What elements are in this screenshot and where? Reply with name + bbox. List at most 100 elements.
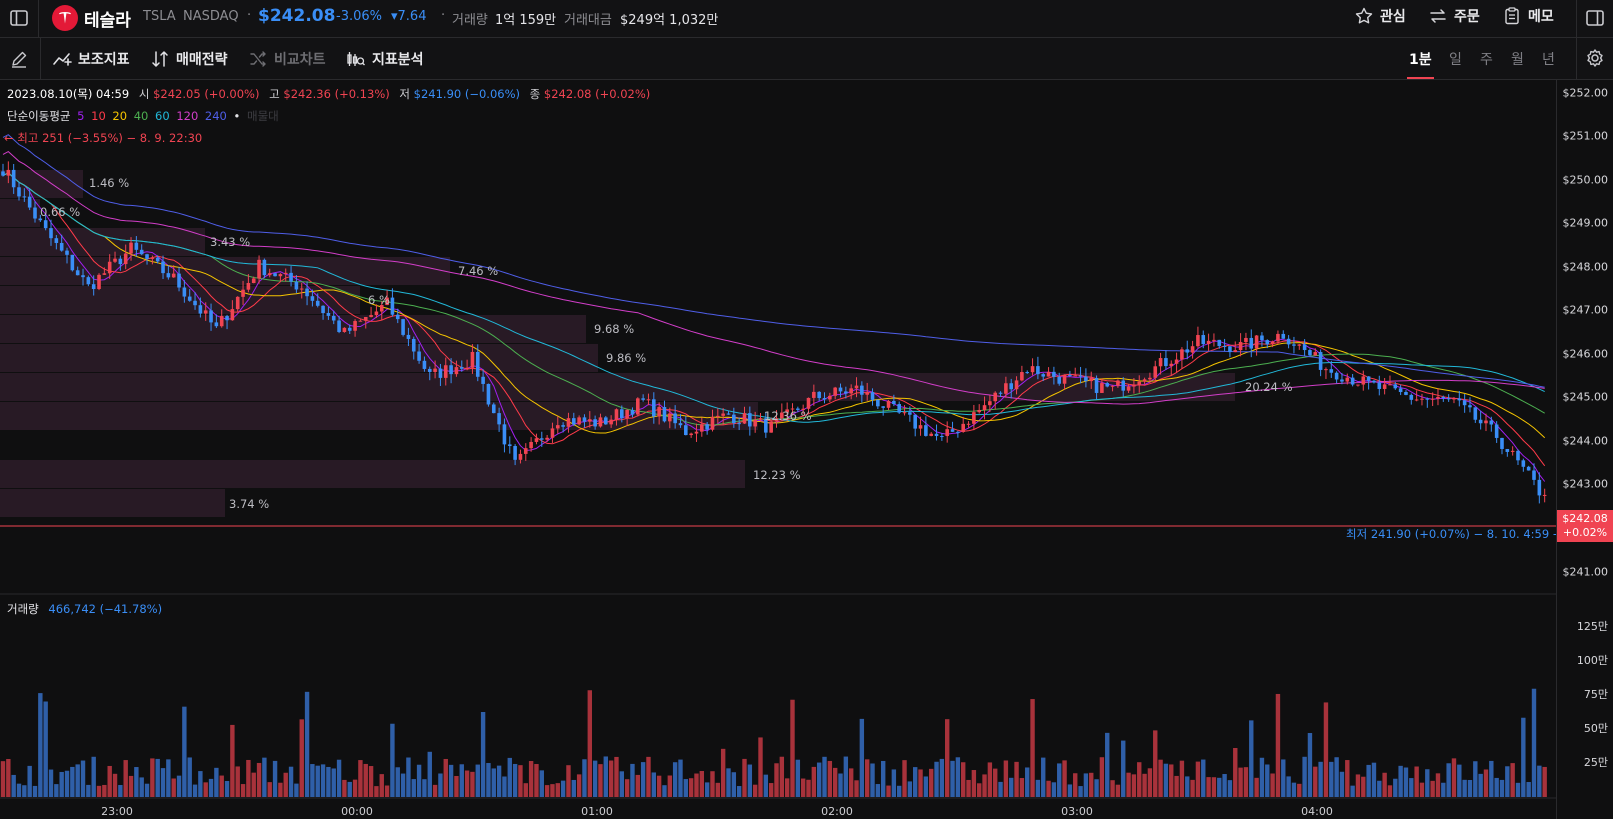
timeframe-day[interactable]: 일 [1449,51,1462,68]
exchange: NASDAQ [183,9,239,24]
volume-bar [379,774,384,797]
timeframe-month[interactable]: 월 [1511,51,1524,68]
price-chart[interactable] [0,79,1556,819]
price-axis[interactable]: $252.00 $251.00 $250.00 $249.00 $248.00 … [1556,79,1613,819]
volume-bar [1259,757,1265,797]
volume-bar [1489,760,1494,797]
candle-body [182,287,187,297]
volume-bar [1227,780,1233,797]
volume-tick: 75만 [1583,688,1608,701]
indicators-button[interactable]: 보조지표 [52,38,130,79]
candle-body [390,297,395,315]
volume-bar [219,775,224,797]
volume-bar [688,778,694,797]
volume-bar [1414,766,1419,797]
volume-bar [182,706,187,797]
volume-bar [694,773,699,797]
volume-bar [208,778,214,797]
timeframe-week[interactable]: 주 [1480,51,1493,68]
candle-body [187,296,192,301]
candle-body [331,315,336,321]
current-price-tag-change: +0.02% [1562,526,1608,539]
order-button[interactable]: 주문 [1428,6,1480,26]
candle-body [11,169,16,188]
candle-body [539,438,544,440]
volume-bar [1371,762,1377,797]
candle-body [1382,384,1387,389]
volume-bar [299,719,304,797]
volume-bar [929,768,934,797]
low-marker: 최저 241.90 (+0.07%) − 8. 10. 4:59 → [1346,527,1563,541]
candle-body [513,446,517,460]
volume-bar [112,773,118,797]
candle-body [1148,377,1152,380]
candle-body [865,392,869,395]
volume-bar [1110,780,1115,797]
candle-body [961,423,966,432]
volume-bar [310,764,315,797]
candle-body [854,385,859,389]
volume-bar [43,701,48,797]
volume-bar [1169,764,1174,797]
volume-tick: 50만 [1583,722,1608,735]
pencil-icon[interactable] [9,49,29,69]
star-icon [1354,6,1374,26]
ma-legend[interactable]: 단순이동평균 5 10 20 40 60 120 240 • 매물대 [7,108,279,124]
volume-bar [736,786,742,797]
ohlc-legend: 2023.08.10(목) 04:59 시 $242.05 (+0.00%) 고… [7,86,650,102]
candle-body [433,368,437,372]
candle-body [497,413,501,425]
right-panel-toggle-icon[interactable] [1585,8,1605,28]
candle-body [758,418,763,420]
volume-bar [987,762,993,797]
candle-body [1233,350,1238,353]
candle-body [1340,379,1344,382]
candle-body [1393,384,1398,389]
volume-bar [1382,772,1387,797]
candle-body [1057,376,1062,384]
price-tick: $245.00 [1562,390,1609,404]
volume-bar [406,757,411,797]
volume-bar [155,758,160,797]
candle-body [1420,398,1424,400]
vp-label: 12.23 % [753,468,801,482]
candle-body [748,413,752,427]
volume-profile-band [0,286,360,314]
candle-body [1249,337,1254,349]
candle-body [161,261,165,274]
candle-body [1542,494,1547,496]
price-tick: $246.00 [1562,347,1609,361]
volume-bar [1483,769,1489,797]
volume-bar [1467,780,1473,797]
volume-bar [1185,776,1190,797]
settings-gear-icon[interactable] [1585,48,1605,68]
watch-button[interactable]: 관심 [1354,6,1406,26]
volume-bar [1057,763,1062,797]
candle-body [401,319,405,335]
strategy-button[interactable]: 매매전략 [150,38,228,79]
compare-chart-button[interactable]: 비교차트 [248,38,326,79]
open-label: 시 [138,87,150,101]
volume-legend-label: 거래량 [7,602,39,616]
volume-bar [438,773,443,797]
volume-profile [0,170,1235,517]
candle-body [902,412,907,414]
volume-bar [1195,761,1201,797]
memo-button[interactable]: 메모 [1502,6,1554,26]
sidebar-toggle-icon[interactable] [9,8,29,28]
indicator-analysis-button[interactable]: 지표분석 [346,38,424,79]
volume-bar [1099,757,1105,797]
volume-bar [427,751,432,797]
timeframe-1min[interactable]: 1분 [1407,38,1434,79]
volume-profile-band [0,460,745,488]
volume-bar [1206,777,1211,797]
volume-bar [512,763,518,797]
candle-body [881,406,885,408]
candle-body [1036,366,1040,375]
volume-bar [331,768,336,797]
volume-bar [993,768,998,797]
candle-body [518,453,523,460]
volume-profile-toggle[interactable]: 매물대 [246,109,279,123]
timeframe-year[interactable]: 년 [1542,51,1555,68]
volume-bar [102,784,107,797]
